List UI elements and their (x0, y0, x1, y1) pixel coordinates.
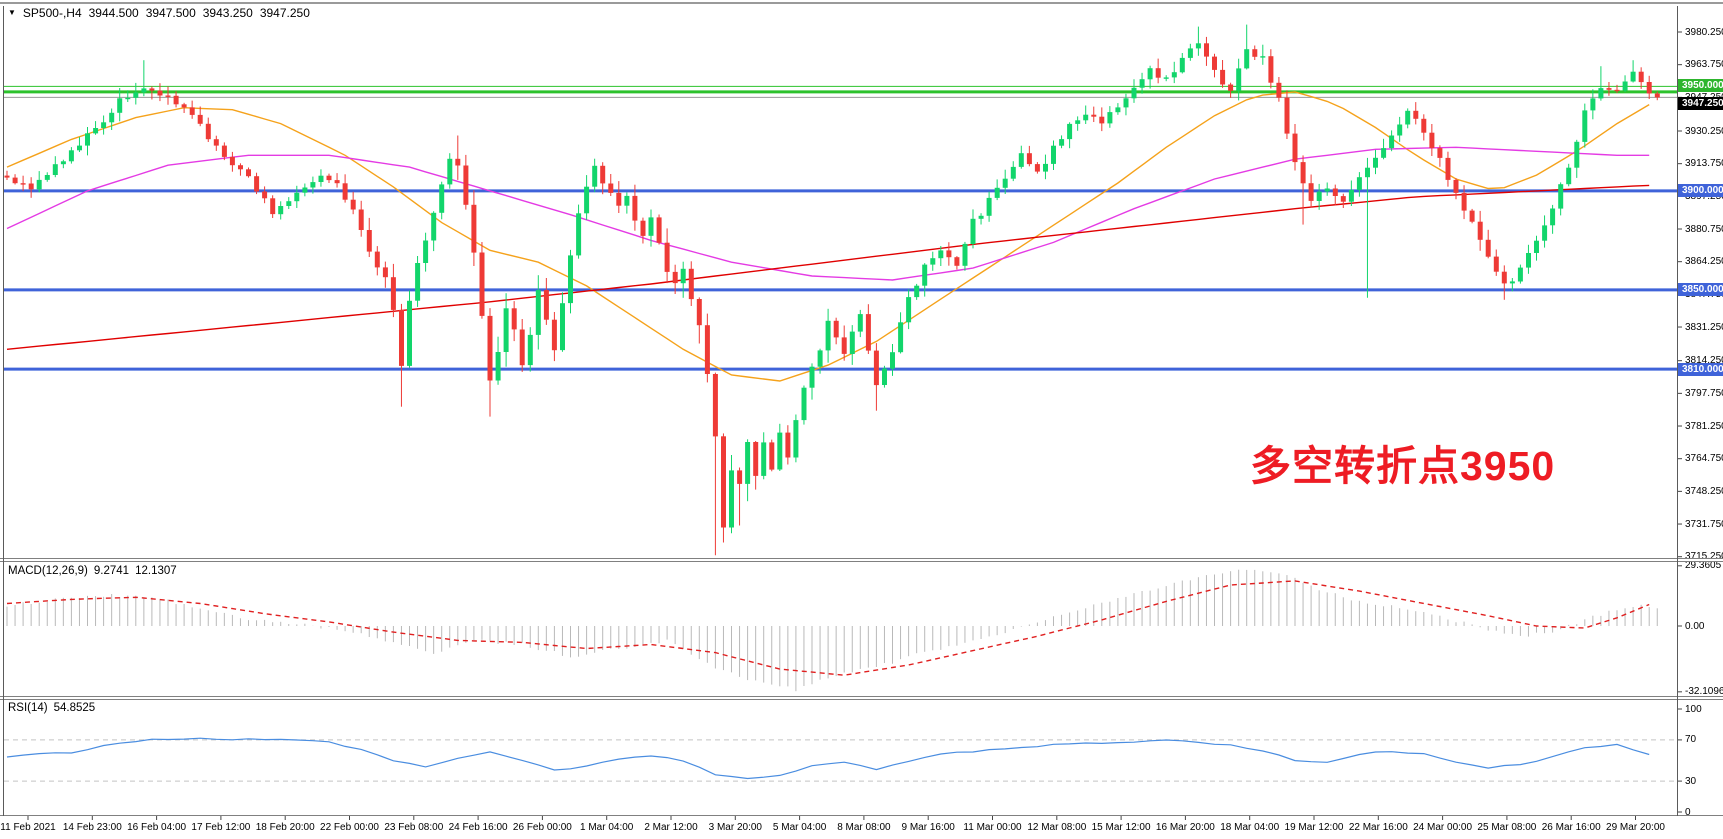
fast-ma-orange-line (6, 91, 1650, 382)
price-tick-label: 3731.750 (1685, 518, 1723, 530)
time-tick-label: 16 Feb 04:00 (127, 822, 187, 833)
panel-splitter-main-macd-2[interactable] (0, 561, 1723, 562)
rsi-value: 54.8525 (53, 702, 96, 714)
ohlc-high: 3947.500 (145, 6, 196, 20)
symbol-dropdown-icon[interactable]: ▼ (8, 8, 16, 17)
macd-name: MACD(12,26,9) (8, 565, 88, 577)
time-tick-label: 23 Feb 08:00 (384, 822, 444, 833)
plot-left-border (3, 6, 4, 816)
price-tick-label: 3930.250 (1685, 125, 1723, 137)
rsi-axis-label: 100 (1685, 703, 1702, 715)
macd-axis-label: 29.3605 (1685, 560, 1722, 572)
candles-layer (4, 24, 1660, 556)
time-tick-label: 1 Mar 04:00 (580, 822, 634, 833)
rsi-name: RSI(14) (8, 702, 48, 714)
time-tick-label: 11 Feb 2021 (0, 822, 56, 833)
price-tick-label: 3748.250 (1685, 485, 1723, 497)
time-tick-label: 14 Feb 23:00 (62, 822, 122, 833)
time-tick-label: 18 Mar 04:00 (1220, 822, 1280, 833)
annotation-text: 多空转折点3950 (1250, 443, 1556, 489)
price-badge-3947.250: 3947.250 (1678, 97, 1723, 111)
price-tick-label: 3781.250 (1685, 420, 1723, 432)
price-axis-border (1677, 6, 1678, 816)
rsi-axis-label: 0 (1685, 806, 1691, 818)
price-tick-label: 3831.250 (1685, 321, 1723, 333)
macd-signal-line (6, 580, 1650, 676)
panel-splitter-macd-rsi[interactable] (0, 696, 1723, 697)
panel-splitter-macd-rsi-2[interactable] (0, 699, 1723, 700)
price-tick-label: 3880.750 (1685, 223, 1723, 235)
price-tick-label: 3764.750 (1685, 453, 1723, 465)
time-tick-label: 26 Mar 16:00 (1541, 822, 1601, 833)
time-tick-label: 11 Mar 00:00 (963, 822, 1022, 833)
time-tick-label: 22 Feb 00:00 (320, 822, 379, 833)
time-tick-label: 26 Feb 00:00 (512, 822, 572, 833)
symbol-period-label: SP500-,H4 (22, 6, 82, 20)
price-badge-3850.000: 3850.000 (1678, 283, 1723, 297)
price-tick-label: 3715.250 (1685, 551, 1723, 563)
window-edge (0, 2, 1723, 4)
price-tick-label: 3797.750 (1685, 387, 1723, 399)
price-badge-3900.000: 3900.000 (1678, 184, 1723, 198)
horizontal-level-lines (4, 85, 1677, 371)
time-tick-label: 22 Mar 16:00 (1348, 822, 1408, 833)
ohlc-open: 3944.500 (88, 6, 139, 20)
time-axis-separator (0, 815, 1723, 816)
rsi-indicator-label: RSI(14) 54.8525 (8, 702, 95, 714)
macd-histogram (6, 569, 1658, 692)
panel-splitter-main-macd[interactable] (0, 558, 1723, 559)
macd-axis-label: -32.1096 (1685, 686, 1723, 698)
time-tick-label: 18 Feb 20:00 (255, 822, 315, 833)
mid-ma-magenta-line (6, 146, 1650, 281)
price-tick-label: 3814.250 (1685, 355, 1723, 367)
rsi-axis-label: 30 (1685, 775, 1697, 787)
axis-tick-marks (27, 31, 1682, 820)
rsi-axis-label: 70 (1685, 734, 1697, 746)
time-tick-label: 29 Mar 20:00 (1606, 822, 1665, 833)
price-tick-label: 3963.750 (1685, 59, 1723, 71)
time-tick-label: 19 Mar 12:00 (1284, 822, 1344, 833)
price-badge-3810.000: 3810.000 (1678, 362, 1723, 376)
time-tick-label: 15 Mar 12:00 (1091, 822, 1151, 833)
macd-axis-label: 0.00 (1685, 620, 1705, 632)
slow-ma-red-line (6, 184, 1650, 350)
ohlc-close: 3947.250 (259, 6, 310, 20)
macd-main-value: 9.2741 (93, 565, 130, 577)
price-tick-label: 3864.250 (1685, 256, 1723, 268)
time-tick-label: 3 Mar 20:00 (708, 822, 762, 833)
time-tick-label: 8 Mar 08:00 (837, 822, 891, 833)
ohlc-low: 3943.250 (202, 6, 253, 20)
price-badge-3950.000: 3950.000 (1678, 78, 1723, 92)
macd-indicator-label: MACD(12,26,9) 9.2741 12.1307 (8, 565, 177, 577)
macd-signal-value: 12.1307 (135, 565, 177, 577)
rsi-line (6, 737, 1650, 780)
time-tick-label: 25 Mar 08:00 (1477, 822, 1537, 833)
time-tick-label: 17 Feb 12:00 (191, 822, 251, 833)
time-tick-label: 24 Mar 00:00 (1413, 822, 1473, 833)
time-tick-label: 24 Feb 16:00 (448, 822, 508, 833)
price-tick-label: 3913.750 (1685, 158, 1723, 170)
price-tick-label: 3980.250 (1685, 26, 1723, 38)
time-tick-label: 2 Mar 12:00 (644, 822, 698, 833)
time-tick-label: 9 Mar 16:00 (901, 822, 955, 833)
chart-title: ▼ SP500-,H4 3944.500 3947.500 3943.250 3… (8, 6, 310, 20)
time-tick-label: 12 Mar 08:00 (1027, 822, 1087, 833)
rsi-levels (4, 739, 1677, 782)
time-tick-label: 5 Mar 04:00 (772, 822, 827, 833)
time-tick-label: 16 Mar 20:00 (1155, 822, 1215, 833)
